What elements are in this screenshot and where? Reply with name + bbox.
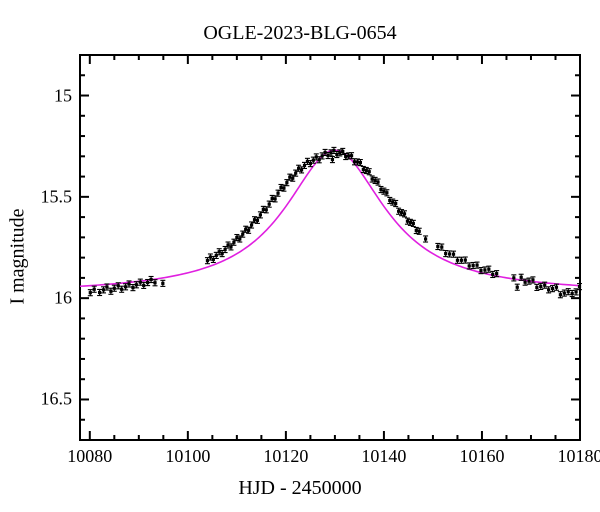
y-tick-label: 15 (54, 85, 72, 106)
x-tick-label: 10180 (558, 446, 600, 467)
chart-container: OGLE-2023-BLG-0654 I magnitude HJD - 245… (0, 0, 600, 512)
model-curve (80, 150, 580, 286)
x-tick-label: 10160 (459, 446, 504, 467)
y-tick-label: 16.5 (41, 389, 73, 410)
data-series (88, 147, 582, 297)
plot-svg (0, 0, 600, 512)
x-tick-label: 10120 (263, 446, 308, 467)
x-tick-label: 10100 (165, 446, 210, 467)
x-tick-label: 10140 (361, 446, 406, 467)
y-tick-label: 16 (54, 288, 72, 309)
x-tick-label: 10080 (67, 446, 112, 467)
y-tick-label: 15.5 (41, 186, 73, 207)
